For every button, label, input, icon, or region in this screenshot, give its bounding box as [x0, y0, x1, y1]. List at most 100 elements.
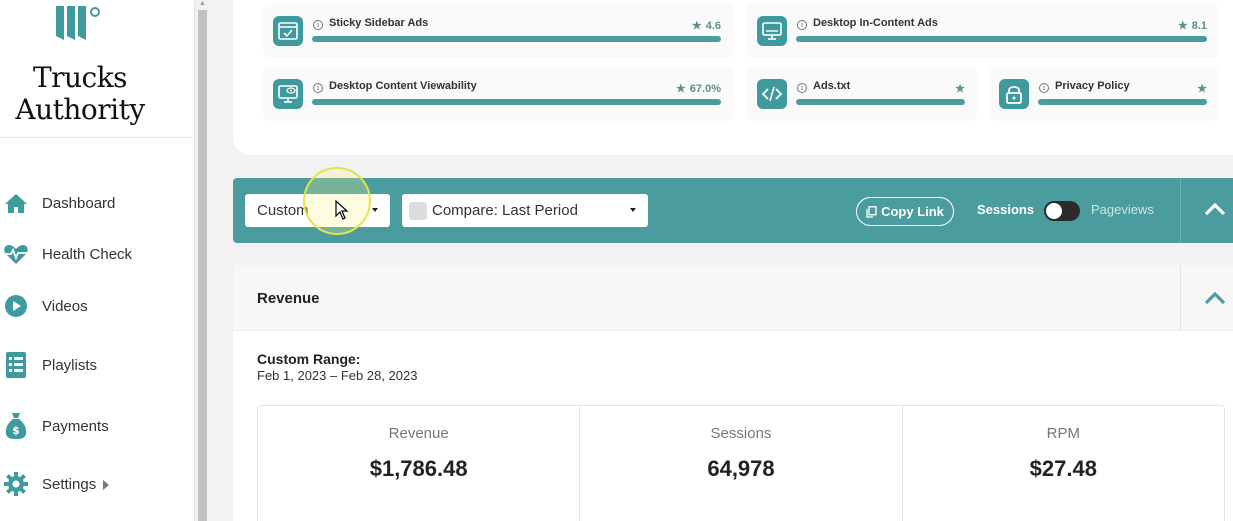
- health-item-score: ★ 8.1: [1177, 19, 1207, 33]
- sessions-pageviews-toggle[interactable]: [1044, 201, 1080, 221]
- sidebar-item-label: Playlists: [42, 356, 98, 374]
- revenue-section-header[interactable]: Revenue: [233, 265, 1233, 331]
- sidebar-item-label: Videos: [42, 297, 88, 315]
- chevron-up-icon[interactable]: [1204, 291, 1226, 305]
- play-icon: [3, 293, 29, 319]
- health-item-title: Privacy Policy: [1055, 80, 1130, 92]
- custom-range-dates: Feb 1, 2023 – Feb 28, 2023: [257, 368, 418, 383]
- stat-label: Sessions: [710, 425, 772, 442]
- caret-right-icon: [103, 479, 110, 490]
- stat-label: RPM: [1046, 425, 1080, 442]
- chevron-up-icon[interactable]: [1204, 202, 1226, 216]
- compare-checkbox[interactable]: [409, 201, 427, 220]
- sidebar-divider: [0, 137, 193, 138]
- brand-line-1: Trucks: [32, 61, 128, 94]
- caret-down-icon: [372, 208, 378, 212]
- info-icon[interactable]: i: [797, 83, 807, 93]
- star-icon: ★: [955, 83, 965, 95]
- date-range-value: Custom: [257, 202, 309, 219]
- stats-panel: Revenue $1,786.48 Sessions 64,978 RPM $2…: [257, 405, 1225, 521]
- sidebar-item-label: Payments: [42, 417, 109, 435]
- health-item-title: Sticky Sidebar Ads: [329, 17, 429, 29]
- revenue-header-divider: [1180, 265, 1181, 331]
- sidebar-item-label: Dashboard: [42, 194, 116, 212]
- list-icon: [3, 352, 29, 378]
- info-icon[interactable]: i: [1039, 83, 1049, 93]
- browser-check-icon: [273, 16, 303, 46]
- health-item-progress-bar: [1038, 99, 1207, 105]
- sidebar-item-dashboard[interactable]: Dashboard: [0, 183, 193, 223]
- health-check-card: i Sticky Sidebar Ads ★ 4.6 i Desktop In-C…: [233, 0, 1233, 155]
- logo-icon: [56, 6, 100, 40]
- star-icon: ★: [1177, 20, 1188, 32]
- health-item-sticky-sidebar-ads[interactable]: i Sticky Sidebar Ads ★ 4.6: [263, 4, 733, 58]
- code-icon: [757, 79, 787, 109]
- health-item-title: Ads.txt: [813, 80, 851, 92]
- revenue-body: Custom Range: Feb 1, 2023 – Feb 28, 2023…: [233, 331, 1233, 521]
- sidebar-item-health-check[interactable]: Health Check: [0, 234, 193, 274]
- health-item-ads-txt[interactable]: i Ads.txt ★: [747, 67, 977, 121]
- compare-select[interactable]: Compare: Last Period: [402, 194, 648, 227]
- date-range-select[interactable]: Custom: [245, 194, 390, 227]
- health-item-title: Desktop Content Viewability: [329, 80, 477, 92]
- gear-icon: [3, 471, 29, 497]
- stat-rpm: RPM $27.48: [903, 406, 1224, 521]
- health-item-progress-bar: [312, 99, 721, 105]
- pageviews-label: Pageviews: [1091, 202, 1154, 217]
- stat-sessions: Sessions 64,978: [580, 406, 903, 521]
- sessions-label: Sessions: [977, 202, 1035, 217]
- heartbeat-icon: [3, 241, 29, 267]
- stat-value: $1,786.48: [369, 456, 468, 481]
- star-icon: ★: [675, 83, 686, 95]
- sidebar-item-videos[interactable]: Videos: [0, 286, 193, 326]
- money-bag-icon: $: [3, 413, 29, 439]
- monitor-icon: [757, 16, 787, 46]
- star-icon: ★: [691, 20, 702, 32]
- copy-link-label: Copy Link: [881, 204, 944, 219]
- info-icon[interactable]: i: [313, 20, 323, 30]
- caret-down-icon: [630, 208, 636, 212]
- sidebar-item-playlists[interactable]: Playlists: [0, 345, 193, 385]
- info-icon[interactable]: i: [797, 20, 807, 30]
- health-item-score: ★ 4.6: [691, 19, 721, 33]
- score-value: 67.0%: [689, 82, 721, 95]
- health-item-score: ★: [1197, 82, 1207, 95]
- brand-name[interactable]: Trucks Authority: [0, 62, 160, 126]
- health-item-desktop-content-viewability[interactable]: i Desktop Content Viewability ★ 67.0%: [263, 67, 733, 121]
- health-item-progress-bar: [796, 36, 1207, 42]
- health-item-score: ★ 67.0%: [675, 82, 721, 96]
- home-icon: [3, 190, 29, 216]
- sidebar-item-payments[interactable]: $ Payments: [0, 406, 193, 446]
- sidebar-item-label-wrap: Settings: [42, 476, 110, 493]
- sidebar-item-settings[interactable]: Settings: [0, 464, 193, 504]
- health-item-progress-bar: [796, 99, 965, 105]
- stat-label: Revenue: [388, 425, 449, 442]
- sidebar: Trucks Authority Dashboard Health Check …: [0, 0, 195, 521]
- health-item-score: ★: [955, 82, 965, 95]
- svg-text:$: $: [12, 424, 20, 437]
- scrollbar-thumb[interactable]: [198, 10, 207, 521]
- filter-bar-divider: [1180, 178, 1181, 243]
- star-icon: ★: [1197, 83, 1207, 95]
- health-item-title: Desktop In-Content Ads: [813, 17, 938, 29]
- scroll-up-arrow-icon[interactable]: ▲: [199, 0, 206, 7]
- health-item-progress-bar: [312, 36, 721, 42]
- monitor-eye-icon: [273, 79, 303, 109]
- compare-value: Compare: Last Period: [432, 202, 578, 219]
- revenue-title: Revenue: [257, 290, 320, 307]
- stat-value: 64,978: [707, 456, 775, 481]
- filter-bar: Custom Compare: Last Period Copy Link Se…: [233, 178, 1233, 243]
- sidebar-item-label: Health Check: [42, 245, 133, 263]
- toggle-knob: [1046, 203, 1062, 219]
- info-icon[interactable]: i: [313, 83, 323, 93]
- health-item-desktop-in-content-ads[interactable]: i Desktop In-Content Ads ★ 8.1: [747, 4, 1219, 58]
- stat-value: $27.48: [1029, 456, 1097, 481]
- copy-icon: [866, 205, 877, 218]
- custom-range-label: Custom Range:: [257, 351, 361, 367]
- score-value: 8.1: [1191, 19, 1207, 32]
- score-value: 4.6: [705, 19, 721, 32]
- mouse-cursor-icon: [335, 200, 349, 220]
- lock-icon: [999, 79, 1029, 109]
- copy-link-button[interactable]: Copy Link: [856, 197, 954, 226]
- health-item-privacy-policy[interactable]: i Privacy Policy ★: [989, 67, 1219, 121]
